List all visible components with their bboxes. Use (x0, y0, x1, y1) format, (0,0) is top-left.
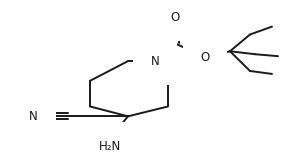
Text: H₂N: H₂N (99, 140, 121, 153)
Text: N: N (29, 110, 38, 123)
Text: O: O (170, 11, 180, 24)
Text: O: O (200, 51, 210, 64)
Text: N: N (151, 55, 160, 68)
